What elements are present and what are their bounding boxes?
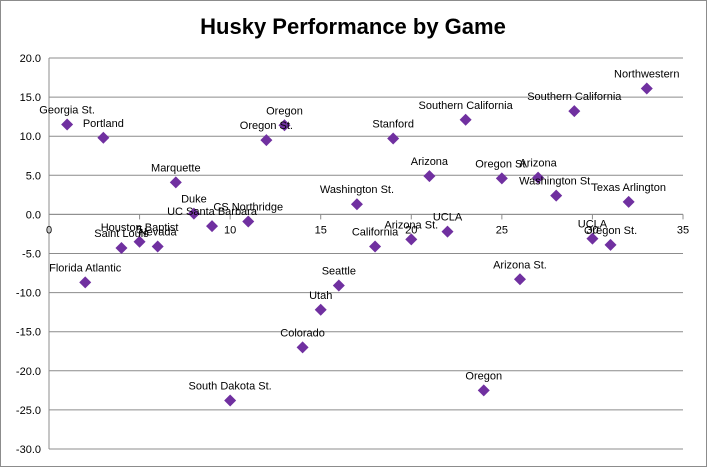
x-tick-label: 35 bbox=[677, 224, 689, 236]
data-point bbox=[604, 238, 617, 251]
data-point bbox=[495, 172, 508, 185]
data-points bbox=[61, 82, 653, 407]
data-point bbox=[278, 119, 291, 132]
data-label: CS Northridge bbox=[213, 201, 283, 213]
x-tick-label: 5 bbox=[137, 224, 143, 236]
axes: 20.0 15.0 10.0 5.0 0.0 -5.0 -10.0 -15.0 -20.0 -25… bbox=[16, 53, 689, 456]
y-tick-label: -30.0 bbox=[16, 444, 41, 456]
data-point bbox=[477, 384, 490, 397]
data-point bbox=[550, 189, 563, 202]
data-label: UCLA bbox=[578, 219, 608, 231]
y-tick-label: -15.0 bbox=[16, 327, 41, 339]
y-tick-label: -10.0 bbox=[16, 288, 41, 300]
x-tick-label: 20 bbox=[405, 224, 417, 236]
data-point bbox=[242, 215, 255, 228]
data-label: Florida Atlantic bbox=[49, 262, 122, 274]
x-tick-label: 30 bbox=[586, 224, 598, 236]
data-point bbox=[169, 176, 182, 189]
data-point bbox=[513, 273, 526, 286]
data-label: Southern California bbox=[419, 100, 514, 112]
data-point bbox=[369, 240, 382, 253]
data-point bbox=[532, 171, 545, 184]
y-tick-label: 10.0 bbox=[20, 131, 41, 143]
data-point bbox=[79, 276, 92, 289]
data-point bbox=[568, 105, 581, 118]
data-label: Stanford bbox=[372, 119, 414, 131]
data-label: Northwestern bbox=[614, 68, 679, 80]
y-tick-label: -20.0 bbox=[16, 366, 41, 378]
data-point bbox=[133, 235, 146, 248]
x-tick-label: 25 bbox=[496, 224, 508, 236]
data-point bbox=[151, 240, 164, 253]
data-label: UC Santa Barbara bbox=[167, 206, 258, 218]
data-point bbox=[423, 170, 436, 183]
data-label: Arizona bbox=[411, 156, 449, 168]
data-label: UCLA bbox=[433, 212, 463, 224]
data-label: Southern California bbox=[527, 91, 622, 103]
data-label: Oregon St. bbox=[475, 158, 528, 170]
data-point bbox=[332, 279, 345, 292]
data-labels: Georgia St. Florida Atlantic Portland Saint… bbox=[39, 68, 679, 392]
x-tick-label: 15 bbox=[315, 224, 327, 236]
data-label: Arizona bbox=[519, 158, 557, 170]
data-point bbox=[187, 207, 200, 220]
data-point bbox=[387, 132, 400, 145]
data-point bbox=[459, 113, 472, 126]
data-label: Seattle bbox=[322, 266, 356, 278]
data-point bbox=[441, 225, 454, 238]
data-label: Oregon St. bbox=[240, 120, 293, 132]
data-point bbox=[640, 82, 653, 95]
data-point bbox=[260, 134, 273, 147]
data-label: Portland bbox=[83, 118, 124, 130]
y-tick-label: 15.0 bbox=[20, 92, 41, 104]
data-label: Oregon bbox=[465, 370, 502, 382]
y-tick-label: -25.0 bbox=[16, 405, 41, 417]
data-point bbox=[115, 242, 128, 255]
data-point bbox=[97, 131, 110, 144]
data-label: Oregon St. bbox=[584, 225, 637, 237]
data-label: Oregon bbox=[266, 105, 303, 117]
chart-title: Husky Performance by Game bbox=[200, 14, 506, 39]
data-point bbox=[586, 232, 599, 245]
data-label: Duke bbox=[181, 194, 207, 206]
data-label: Marquette bbox=[151, 162, 201, 174]
data-point bbox=[61, 118, 74, 131]
y-tick-label: 20.0 bbox=[20, 53, 41, 65]
data-label: Nevada bbox=[139, 226, 178, 238]
data-label: Houston Baptist bbox=[101, 222, 179, 234]
y-tick-label: 5.0 bbox=[26, 170, 41, 182]
data-point bbox=[350, 198, 363, 211]
data-label: Washington St. bbox=[519, 176, 593, 188]
data-point bbox=[296, 341, 309, 354]
data-label: Arizona St. bbox=[493, 259, 547, 271]
data-point bbox=[314, 303, 327, 316]
x-tick-label: 10 bbox=[224, 224, 236, 236]
data-point bbox=[405, 233, 418, 246]
data-label: Saint Louis bbox=[94, 228, 149, 240]
y-tick-label: 0.0 bbox=[26, 209, 41, 221]
data-label: Washington St. bbox=[320, 184, 394, 196]
data-label: Texas Arlington bbox=[591, 182, 666, 194]
y-tick-label: -5.0 bbox=[22, 249, 41, 261]
data-point bbox=[622, 195, 635, 208]
x-tick-label: 0 bbox=[46, 224, 52, 236]
data-label: South Dakota St. bbox=[189, 381, 272, 393]
data-point bbox=[206, 220, 219, 233]
gridlines bbox=[49, 57, 683, 450]
data-label: Colorado bbox=[280, 327, 325, 339]
data-label: California bbox=[352, 226, 399, 238]
data-point bbox=[224, 394, 237, 407]
data-label: Arizona St. bbox=[384, 219, 438, 231]
data-label: Utah bbox=[309, 290, 332, 302]
data-label: Georgia St. bbox=[39, 104, 95, 116]
